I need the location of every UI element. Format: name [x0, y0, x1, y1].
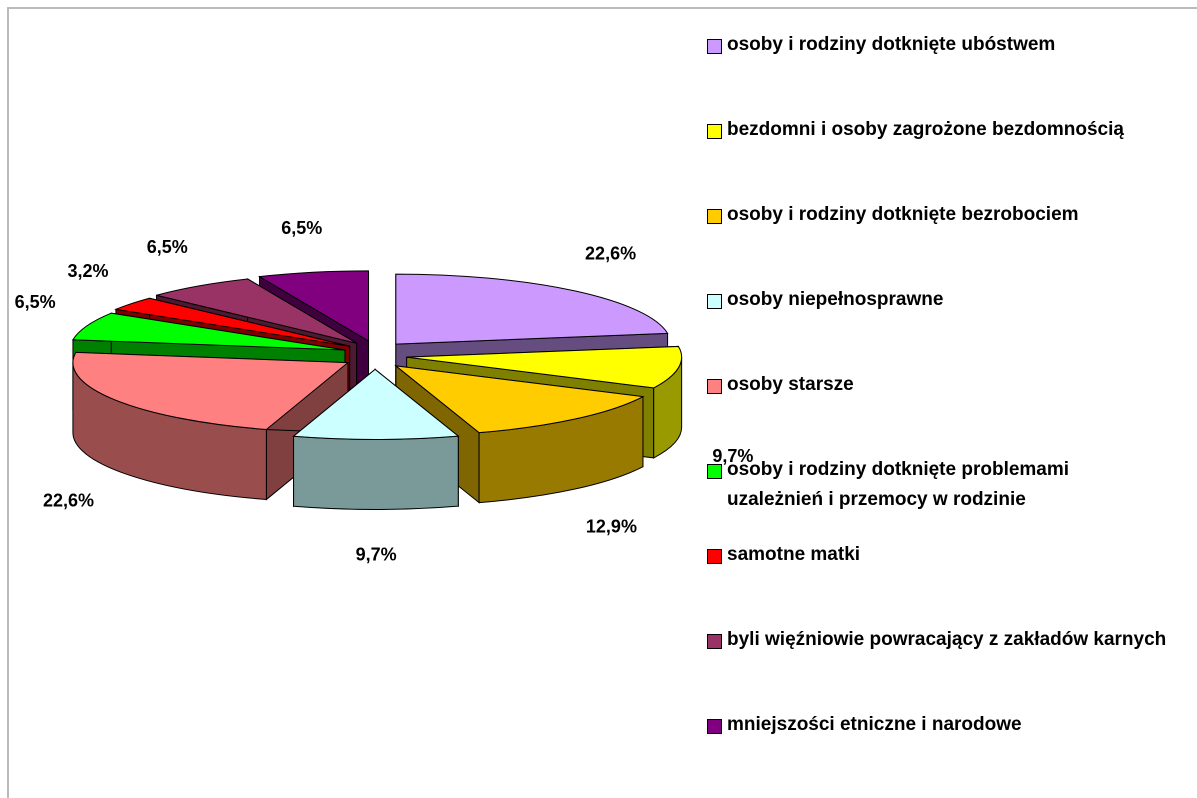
- data-label: 3,2%: [67, 261, 108, 281]
- legend: osoby i rodziny dotknięte ubóstwem bezdom…: [705, 30, 1175, 795]
- slice-wall: [293, 435, 459, 510]
- legend-item: osoby niepełnosprawne: [705, 285, 1175, 370]
- frame: [7, 7, 1197, 798]
- legend-swatch: [707, 379, 722, 394]
- legend-item: mniejszości etniczne i narodowe: [705, 710, 1175, 795]
- legend-swatch: [707, 124, 722, 139]
- slice: [406, 345, 683, 389]
- legend-swatch: [707, 294, 722, 309]
- legend-label: osoby i rodziny dotknięte bezrobociem: [727, 204, 1079, 225]
- legend-label: samotne matki: [727, 544, 861, 565]
- legend-item: samotne matki: [705, 540, 1175, 625]
- slice: [394, 365, 645, 434]
- data-label: 12,9%: [586, 517, 637, 537]
- legend-swatch: [707, 464, 722, 479]
- legend-label: bezdomni i osoby zagrożone bezdomnością: [727, 119, 1124, 140]
- legend-item: bezdomni i osoby zagrożone bezdomnością: [705, 115, 1175, 200]
- legend-label: mniejszości etniczne i narodowe: [727, 714, 1022, 735]
- legend-item: osoby i rodziny dotknięte problemami uza…: [705, 455, 1175, 540]
- slice: [72, 351, 350, 431]
- legend-item: byli więźniowie powracający z zakładów k…: [705, 625, 1175, 710]
- legend-item: osoby i rodziny dotknięte ubóstwem: [705, 30, 1175, 115]
- slice: [257, 270, 370, 342]
- slice: [292, 368, 460, 440]
- legend-item: osoby starsze: [705, 370, 1175, 455]
- data-label: 22,6%: [585, 244, 636, 264]
- legend-label: osoby i rodziny dotknięte problemami uza…: [727, 459, 1070, 510]
- legend-item: osoby i rodziny dotknięte bezrobociem: [705, 200, 1175, 285]
- slice: [114, 297, 350, 347]
- data-label: 6,5%: [281, 218, 322, 238]
- data-label: 22,6%: [43, 490, 94, 510]
- data-label: 6,5%: [147, 237, 188, 257]
- slice: [72, 312, 346, 351]
- legend-label: osoby niepełnosprawne: [727, 289, 944, 310]
- legend-swatch: [707, 634, 722, 649]
- legend-swatch: [707, 719, 722, 734]
- data-label: 9,7%: [356, 545, 397, 565]
- data-label: 6,5%: [15, 292, 56, 312]
- legend-label: osoby starsze: [727, 374, 854, 395]
- data-label: 9,7%: [712, 446, 753, 466]
- slice: [156, 278, 357, 344]
- legend-swatch: [707, 39, 722, 54]
- legend-label: byli więźniowie powracający z zakładów k…: [727, 629, 1167, 650]
- slice: [395, 273, 669, 345]
- legend-label: osoby i rodziny dotknięte ubóstwem: [727, 34, 1056, 55]
- legend-swatch: [707, 549, 722, 564]
- legend-swatch: [707, 209, 722, 224]
